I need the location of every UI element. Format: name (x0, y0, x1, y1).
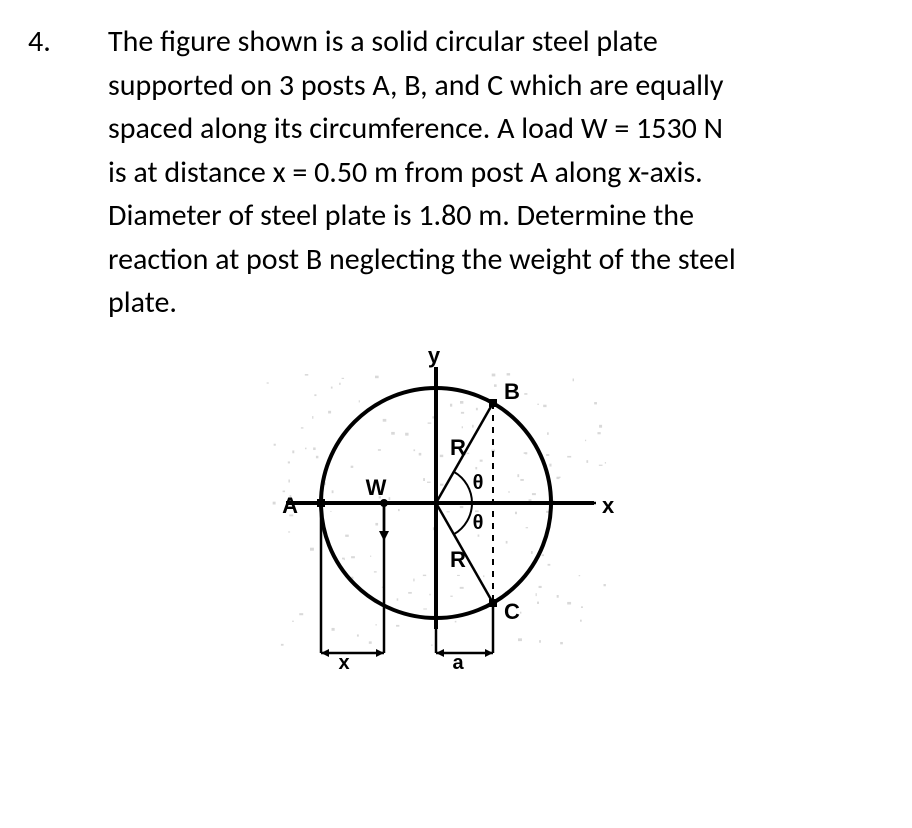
page: 4. The figure shown is a solid circular … (0, 0, 912, 828)
svg-text:x: x (338, 652, 349, 674)
problem-line: Diameter of steel plate is 1.80 m. Deter… (108, 197, 694, 234)
problem-line: supported on 3 posts A, B, and C which a… (108, 67, 724, 104)
problem-line: plate. (108, 284, 177, 321)
svg-text:A: A (282, 493, 298, 518)
svg-text:x: x (602, 493, 615, 518)
svg-text:R: R (450, 547, 466, 572)
svg-text:a: a (452, 652, 464, 674)
problem-line: spaced along its circumference. A load W… (108, 110, 723, 147)
problem-line: reaction at post B neglecting the weight… (108, 241, 736, 278)
problem-text: The figure shown is a solid circular ste… (108, 20, 872, 325)
svg-text:θ: θ (473, 512, 484, 534)
figure-svg: x y R Rθθ A B C Wx a (226, 343, 646, 683)
svg-text:y: y (428, 343, 441, 368)
svg-text:C: C (504, 599, 520, 624)
problem-block: 4. The figure shown is a solid circular … (0, 20, 872, 325)
problem-number: 4. (0, 20, 108, 64)
svg-text:θ: θ (473, 472, 484, 494)
figure-wrap: x y R Rθθ A B C Wx a (0, 343, 872, 683)
problem-line: is at distance x = 0.50 m from post A al… (108, 154, 703, 191)
svg-text:R: R (450, 435, 466, 460)
problem-line: The figure shown is a solid circular ste… (108, 23, 658, 60)
svg-text:W: W (366, 475, 387, 500)
svg-text:B: B (504, 379, 520, 404)
